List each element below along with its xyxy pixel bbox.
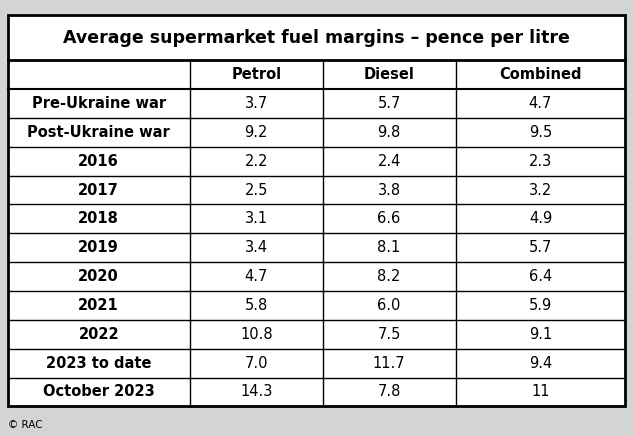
Text: 9.2: 9.2: [244, 125, 268, 140]
Text: 3.1: 3.1: [245, 211, 268, 226]
Text: 2018: 2018: [78, 211, 119, 226]
Text: 5.7: 5.7: [529, 240, 552, 255]
Text: 2019: 2019: [78, 240, 119, 255]
Text: 4.7: 4.7: [244, 269, 268, 284]
Text: 2021: 2021: [78, 298, 119, 313]
Text: 6.0: 6.0: [377, 298, 401, 313]
Text: 2.5: 2.5: [244, 183, 268, 198]
Text: 7.0: 7.0: [244, 356, 268, 371]
Text: 11.7: 11.7: [373, 356, 405, 371]
Text: 6.6: 6.6: [377, 211, 401, 226]
Text: 5.9: 5.9: [529, 298, 552, 313]
Text: 2.4: 2.4: [377, 153, 401, 169]
Text: 10.8: 10.8: [240, 327, 273, 342]
Text: Post-Ukraine war: Post-Ukraine war: [27, 125, 170, 140]
Text: 6.4: 6.4: [529, 269, 552, 284]
Text: 2017: 2017: [78, 183, 119, 198]
Text: 14.3: 14.3: [240, 385, 272, 399]
Bar: [8, 15, 625, 406]
Text: Diesel: Diesel: [363, 67, 415, 82]
Text: 9.4: 9.4: [529, 356, 552, 371]
Text: 8.1: 8.1: [377, 240, 401, 255]
Bar: [8, 15, 625, 406]
Text: 9.1: 9.1: [529, 327, 552, 342]
Text: 2.3: 2.3: [529, 153, 552, 169]
Text: 2022: 2022: [78, 327, 119, 342]
Text: 7.8: 7.8: [377, 385, 401, 399]
Text: 2020: 2020: [78, 269, 119, 284]
Text: 3.4: 3.4: [245, 240, 268, 255]
Text: 2.2: 2.2: [244, 153, 268, 169]
Text: 2016: 2016: [78, 153, 119, 169]
Text: Combined: Combined: [499, 67, 582, 82]
Text: 4.7: 4.7: [529, 96, 552, 111]
Text: 9.8: 9.8: [377, 125, 401, 140]
Text: 3.8: 3.8: [377, 183, 401, 198]
Text: 3.7: 3.7: [244, 96, 268, 111]
Text: 11: 11: [531, 385, 549, 399]
Text: 8.2: 8.2: [377, 269, 401, 284]
Text: 4.9: 4.9: [529, 211, 552, 226]
Text: 3.2: 3.2: [529, 183, 552, 198]
Text: 5.7: 5.7: [377, 96, 401, 111]
Text: 9.5: 9.5: [529, 125, 552, 140]
Text: October 2023: October 2023: [43, 385, 154, 399]
Text: 5.8: 5.8: [244, 298, 268, 313]
Text: © RAC: © RAC: [8, 420, 42, 430]
Text: Petrol: Petrol: [231, 67, 281, 82]
Text: Average supermarket fuel margins – pence per litre: Average supermarket fuel margins – pence…: [63, 29, 570, 47]
Text: 7.5: 7.5: [377, 327, 401, 342]
Text: 2023 to date: 2023 to date: [46, 356, 151, 371]
Text: Pre-Ukraine war: Pre-Ukraine war: [32, 96, 166, 111]
